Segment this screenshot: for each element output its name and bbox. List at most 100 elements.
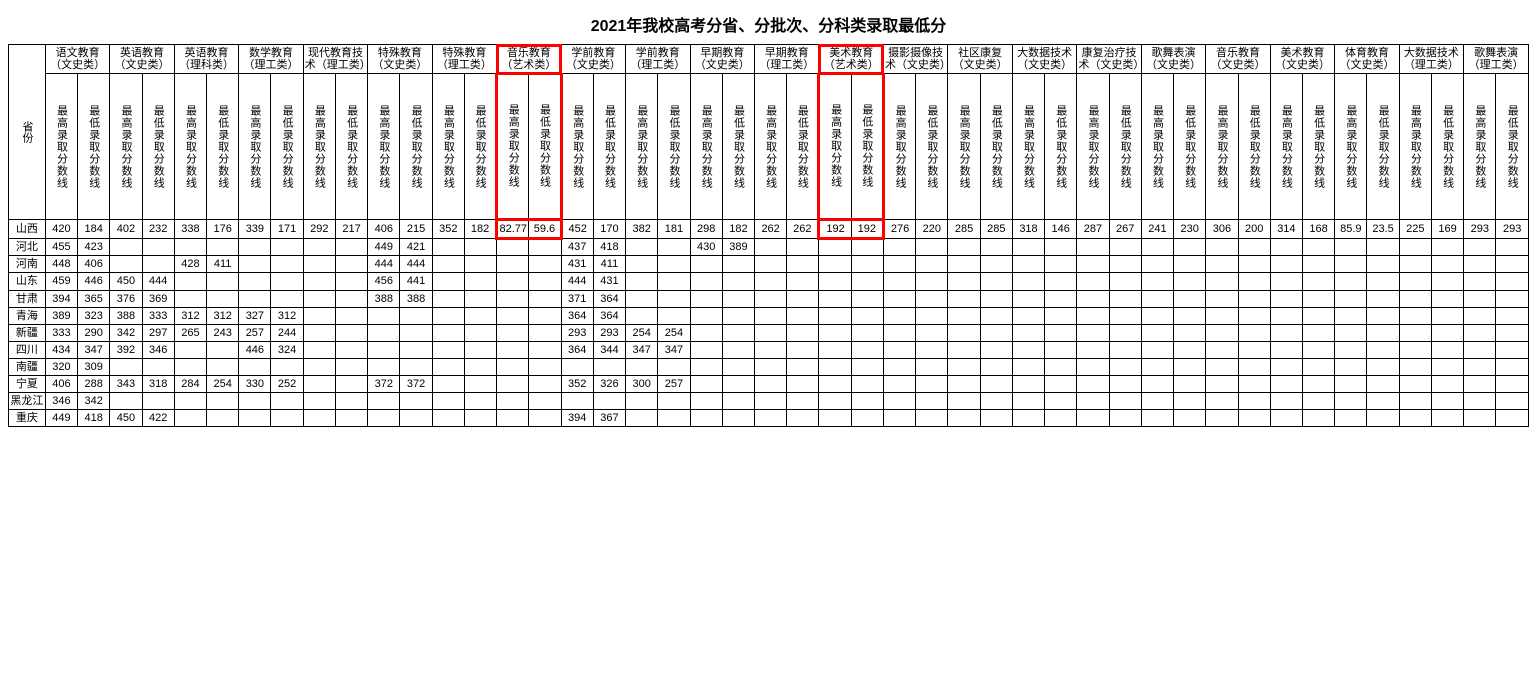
score-cell [239, 239, 271, 256]
max-score-header: 最高录取分数线 [1335, 74, 1367, 220]
score-cell [529, 290, 561, 307]
score-cell [1367, 393, 1399, 410]
score-cell [1045, 290, 1077, 307]
score-cell [1045, 393, 1077, 410]
score-cell [1012, 410, 1044, 427]
score-cell [207, 358, 239, 375]
score-cell [1045, 358, 1077, 375]
score-cell [432, 358, 464, 375]
score-cell [1335, 256, 1367, 273]
table-row: 山东459446450444456441444431 [9, 273, 1529, 290]
score-cell [690, 358, 722, 375]
score-cell: 230 [1174, 220, 1206, 239]
major-header: 社区康复（文史类） [948, 45, 1012, 74]
max-score-header: 最高录取分数线 [303, 74, 335, 220]
score-cell: 347 [658, 341, 690, 358]
table-row: 宁夏40628834331828425433025237237235232630… [9, 376, 1529, 393]
score-cell [1335, 307, 1367, 324]
score-cell [271, 358, 303, 375]
score-cell: 285 [980, 220, 1012, 239]
score-cell [819, 410, 851, 427]
max-score-header: 最高录取分数线 [239, 74, 271, 220]
score-cell [1206, 239, 1238, 256]
max-score-header: 最高录取分数线 [368, 74, 400, 220]
score-cell: 364 [593, 290, 625, 307]
score-cell [948, 324, 980, 341]
score-cell: 342 [78, 393, 110, 410]
table-row: 青海389323388333312312327312364364 [9, 307, 1529, 324]
score-cell [368, 341, 400, 358]
score-cell [1302, 341, 1334, 358]
score-cell [303, 256, 335, 273]
score-cell [1109, 410, 1141, 427]
score-cell [883, 341, 915, 358]
score-cell: 82.77 [497, 220, 529, 239]
major-header: 学前教育（理工类） [626, 45, 690, 74]
score-cell [335, 410, 367, 427]
major-header: 学前教育（文史类） [561, 45, 625, 74]
score-cell [1109, 290, 1141, 307]
score-cell [722, 410, 754, 427]
min-score-header: 最低录取分数线 [1045, 74, 1077, 220]
score-cell [626, 358, 658, 375]
score-cell: 444 [368, 256, 400, 273]
score-cell [1012, 376, 1044, 393]
max-score-header: 最高录取分数线 [883, 74, 915, 220]
score-cell: 342 [110, 324, 142, 341]
score-cell [1174, 324, 1206, 341]
major-header: 早期教育（理工类） [755, 45, 819, 74]
score-cell [464, 273, 496, 290]
max-score-header: 最高录取分数线 [1399, 74, 1431, 220]
score-cell [916, 341, 948, 358]
score-cell [755, 393, 787, 410]
province-cell: 新疆 [9, 324, 46, 341]
score-cell [271, 410, 303, 427]
score-cell [497, 324, 529, 341]
score-cell [1496, 290, 1529, 307]
score-cell: 452 [561, 220, 593, 239]
score-cell [1399, 341, 1431, 358]
score-cell [1431, 273, 1463, 290]
score-cell [497, 273, 529, 290]
score-cell: 347 [78, 341, 110, 358]
table-row: 甘肃394365376369388388371364 [9, 290, 1529, 307]
score-cell [851, 307, 883, 324]
score-cell: 318 [142, 376, 174, 393]
score-cell [722, 358, 754, 375]
score-cell [658, 393, 690, 410]
score-cell: 293 [1496, 220, 1529, 239]
score-cell [368, 410, 400, 427]
score-cell: 392 [110, 341, 142, 358]
score-cell [529, 410, 561, 427]
score-cell [755, 256, 787, 273]
score-cell [239, 273, 271, 290]
score-cell [787, 290, 819, 307]
score-cell [1496, 239, 1529, 256]
score-cell [690, 341, 722, 358]
score-cell [561, 393, 593, 410]
score-cell: 59.6 [529, 220, 561, 239]
score-cell: 254 [626, 324, 658, 341]
table-row: 重庆449418450422394367 [9, 410, 1529, 427]
score-cell [1141, 290, 1173, 307]
score-cell [1270, 324, 1302, 341]
min-score-header: 最低录取分数线 [335, 74, 367, 220]
score-cell [1431, 307, 1463, 324]
score-cell: 394 [561, 410, 593, 427]
score-cell [722, 393, 754, 410]
major-header: 音乐教育（艺术类） [497, 45, 561, 74]
score-cell: 306 [1206, 220, 1238, 239]
province-cell: 甘肃 [9, 290, 46, 307]
score-cell: 326 [593, 376, 625, 393]
score-cell [1335, 239, 1367, 256]
score-cell [690, 273, 722, 290]
score-cell [1367, 324, 1399, 341]
score-cell [980, 376, 1012, 393]
score-cell [980, 358, 1012, 375]
score-cell: 287 [1077, 220, 1109, 239]
score-cell [883, 256, 915, 273]
min-score-header: 最低录取分数线 [1302, 74, 1334, 220]
score-cell: 394 [45, 290, 77, 307]
score-cell [1270, 290, 1302, 307]
score-cell [722, 376, 754, 393]
